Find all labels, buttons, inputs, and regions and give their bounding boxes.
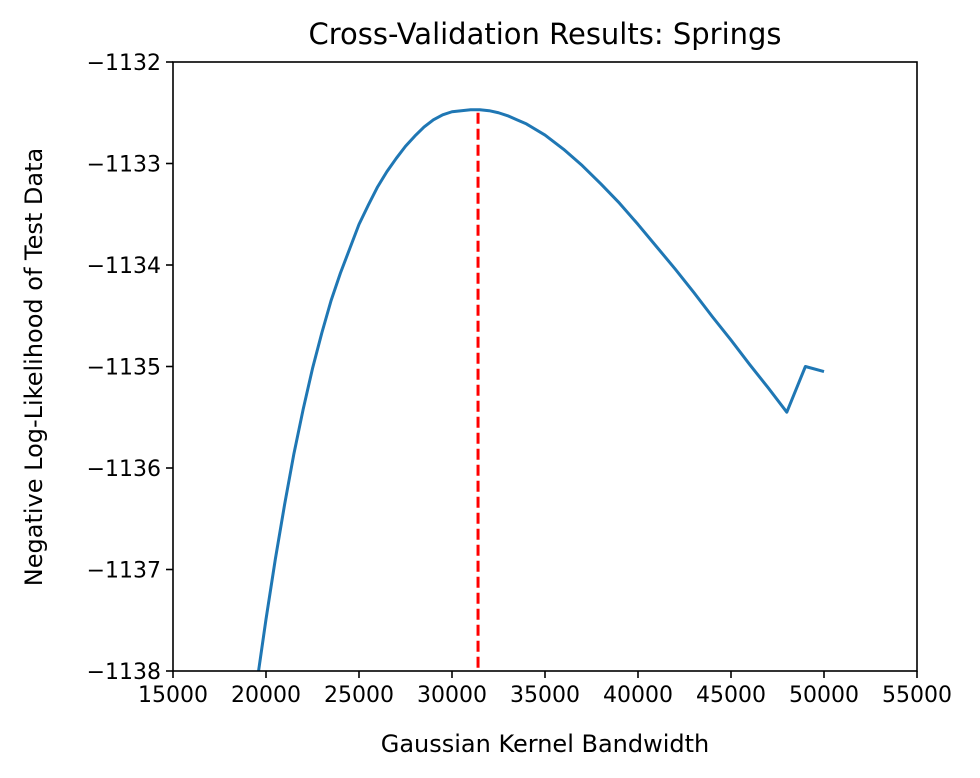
x-tick-label: 45000 (696, 683, 766, 708)
y-axis-label: Negative Log-Likelihood of Test Data (20, 148, 48, 586)
y-tick-label: −1136 (87, 457, 161, 482)
x-tick-label: 25000 (324, 683, 394, 708)
series-line-0 (257, 108, 825, 671)
x-tick-label: 30000 (417, 683, 487, 708)
x-tick-label: 40000 (603, 683, 673, 708)
plot-frame (172, 61, 918, 672)
y-tick-label: −1138 (87, 660, 161, 685)
y-tick-label: −1132 (87, 51, 161, 76)
x-tick-label: 55000 (882, 683, 952, 708)
x-axis-label: Gaussian Kernel Bandwidth (381, 730, 710, 758)
y-tick-label: −1137 (87, 559, 161, 584)
chart-title: Cross-Validation Results: Springs (308, 17, 781, 51)
y-tick-label: −1134 (87, 254, 161, 279)
y-tick-label: −1133 (87, 153, 161, 178)
x-tick-label: 50000 (789, 683, 859, 708)
x-tick-label: 15000 (138, 683, 208, 708)
x-tick-label: 20000 (231, 683, 301, 708)
y-tick-label: −1135 (87, 356, 161, 381)
x-tick-label: 35000 (510, 683, 580, 708)
